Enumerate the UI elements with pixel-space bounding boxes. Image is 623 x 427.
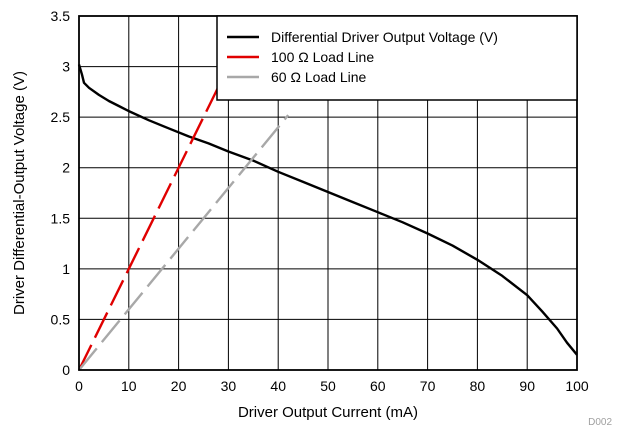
series-group [77,64,578,371]
series-line-0 [77,64,578,356]
y-tick-label: 3 [62,59,70,75]
x-tick-label: 50 [320,378,336,394]
y-tick-label: 2 [62,160,70,176]
x-tick-label: 70 [420,378,436,394]
x-tick-label: 90 [519,378,535,394]
tick-labels: 0 10 20 30 40 50 60 70 80 90 100 0 0.5 1 1.5 2 2.5 3 3.5 [51,8,589,394]
x-tick-label: 80 [470,378,486,394]
x-tick-label: 100 [565,378,589,394]
y-tick-label: 2.5 [51,109,71,125]
x-axis-label: Driver Output Current (mA) [238,404,418,421]
y-tick-label: 1.5 [51,210,71,226]
x-tick-label: 20 [171,378,187,394]
legend-label: Differential Driver Output Voltage (V) [271,29,498,45]
y-tick-label: 1 [62,261,70,277]
y-tick-label: 0.5 [51,311,71,327]
y-tick-label: 0 [62,362,70,378]
legend-box [216,15,578,101]
y-tick-label: 3.5 [51,8,71,24]
x-tick-label: 10 [121,378,137,394]
x-tick-label: 60 [370,378,386,394]
figure-id: D002 [588,417,612,427]
series-line-2 [78,114,290,371]
legend-label: 100 Ω Load Line [271,49,374,65]
x-tick-label: 0 [75,378,83,394]
legend-label: 60 Ω Load Line [271,69,367,85]
legend: Differential Driver Output Voltage (V) 10… [216,15,578,101]
x-tick-label: 40 [270,378,286,394]
y-axis-label: Driver Differential-Output Voltage (V) [11,71,28,315]
x-tick-label: 30 [221,378,237,394]
series-line-1 [77,66,230,371]
